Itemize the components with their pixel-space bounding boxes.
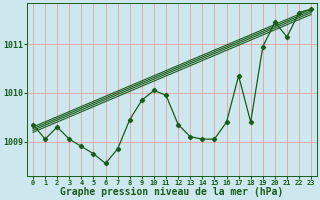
X-axis label: Graphe pression niveau de la mer (hPa): Graphe pression niveau de la mer (hPa) (60, 187, 284, 197)
